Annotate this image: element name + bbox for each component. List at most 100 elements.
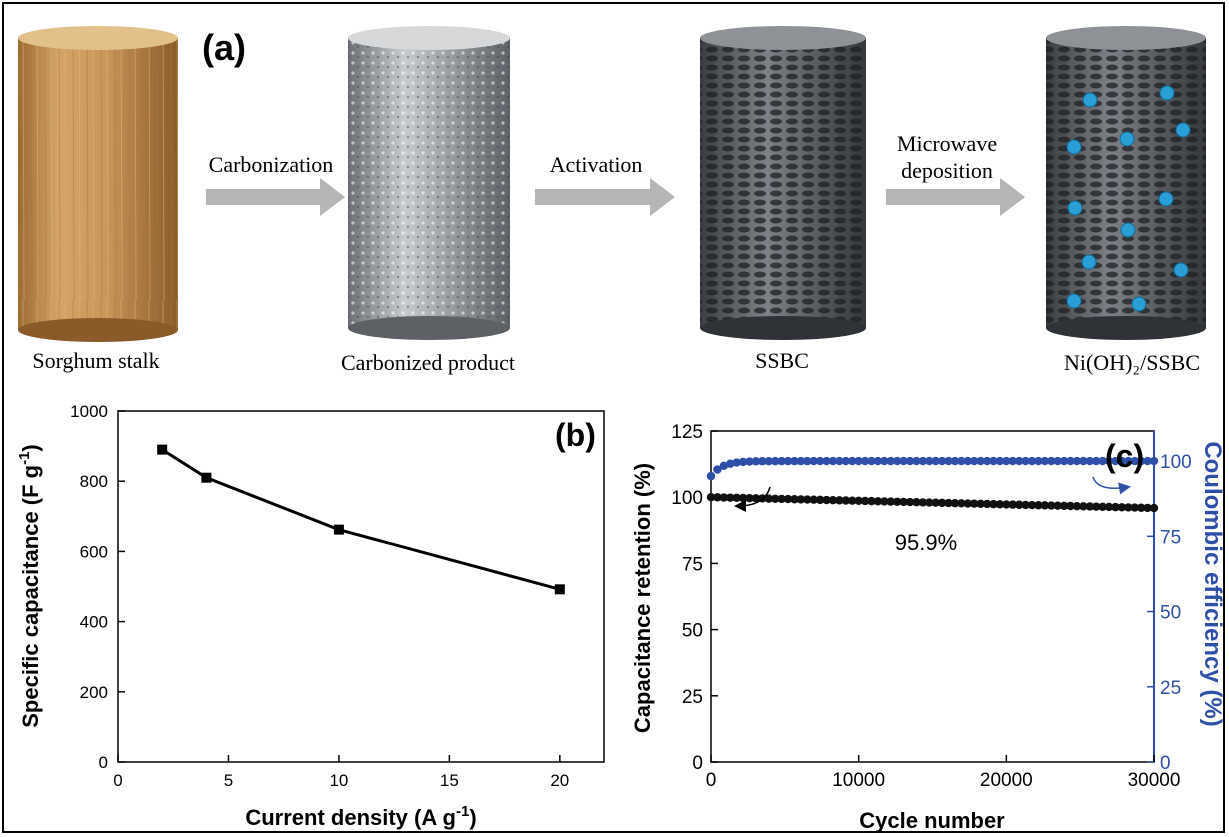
retention-data-point [1130, 503, 1139, 512]
efficiency-data-point [783, 456, 793, 466]
retention-data-point [918, 498, 928, 507]
efficiency-data-point [738, 457, 748, 467]
retention-data-point [1040, 501, 1050, 510]
chart-b-xtick-label: 10 [329, 771, 348, 790]
chart-b-data-point [554, 584, 565, 595]
efficiency-data-point [886, 456, 895, 466]
chart-b-ytick-label: 400 [80, 613, 108, 632]
retention-data-point [931, 498, 940, 507]
chart-c-annotation: 95.9% [895, 530, 957, 555]
efficiency-data-point [905, 456, 915, 466]
retention-data-point [713, 493, 722, 502]
arrow-2-label: Activation [550, 152, 643, 177]
stage-label-carbonized: Carbonized product [341, 350, 515, 375]
arrow-1 [206, 178, 345, 216]
efficiency-data-point [815, 456, 825, 466]
efficiency-data-point [912, 456, 921, 466]
retention-data-point [726, 493, 735, 502]
efficiency-data-point [867, 456, 876, 466]
efficiency-data-point [880, 456, 889, 466]
efficiency-data-point [989, 456, 998, 466]
efficiency-data-point [1021, 456, 1030, 466]
retention-data-point [751, 494, 761, 503]
efficiency-data-point [777, 456, 786, 466]
efficiency-data-point [726, 459, 735, 468]
chart-b-panel-label: (b) [555, 417, 596, 453]
efficiency-data-point [1136, 456, 1146, 466]
retention-data-point [944, 498, 953, 508]
efficiency-data-point [809, 456, 818, 466]
efficiency-data-point [918, 456, 928, 466]
chart-b-xtick-label: 5 [224, 771, 233, 790]
chart-c-ytick-right-label: 50 [1160, 603, 1181, 624]
sorghum-stalk-cylinder-icon [18, 26, 178, 342]
chart-b-ylabel: Specific capacitance (F g-1) [16, 444, 43, 728]
retention-data-point [950, 498, 960, 508]
efficiency-data-point [1111, 456, 1120, 466]
retention-data-point [880, 497, 889, 506]
chart-c-xlabel: Cycle number [859, 808, 1005, 833]
chart-c-ytick-label: 25 [682, 687, 703, 708]
chart-b-xtick-label: 0 [113, 771, 122, 790]
chart-b-xlabel: Current density (A g-1) [245, 803, 476, 830]
chart-c-xtick-label: 30000 [1128, 770, 1181, 791]
efficiency-data-point [1014, 456, 1024, 466]
chart-c-ytick-right-label: 0 [1160, 753, 1171, 774]
chart-b-ytick-label: 0 [99, 753, 108, 772]
efficiency-data-point [1047, 456, 1056, 466]
efficiency-data-point [796, 456, 806, 466]
efficiency-data-point [1079, 456, 1088, 466]
panel-a-label: (a) [202, 27, 246, 68]
chart-b-ytick-label: 800 [80, 472, 108, 491]
chart-c-xtick-label: 20000 [980, 770, 1033, 791]
retention-data-point [860, 496, 870, 506]
retention-data-point [1092, 502, 1101, 511]
retention-data-point [809, 495, 818, 504]
retention-data-point [1027, 500, 1037, 510]
efficiency-data-point [944, 456, 953, 466]
retention-data-point [963, 499, 973, 508]
efficiency-data-point [1130, 456, 1139, 466]
efficiency-data-point [841, 456, 851, 466]
retention-data-point [841, 496, 851, 505]
efficiency-data-point [828, 456, 838, 466]
efficiency-data-point [854, 456, 863, 466]
retention-data-point [822, 495, 831, 505]
retention-data-point [867, 496, 876, 506]
retention-data-point [790, 495, 799, 504]
efficiency-data-point [1040, 456, 1050, 466]
ni-ssbc-cylinder-icon [1046, 26, 1206, 340]
efficiency-data-point [1027, 456, 1037, 466]
arrow-1-label: Carbonization [209, 152, 334, 177]
retention-data-point [745, 493, 754, 503]
efficiency-data-point [1053, 456, 1062, 466]
efficiency-data-point [790, 456, 799, 466]
chart-b-series-line [161, 448, 561, 591]
retention-data-point [1136, 503, 1146, 512]
efficiency-data-point [925, 456, 934, 466]
retention-data-point [854, 496, 863, 506]
efficiency-data-point [745, 457, 754, 466]
retention-data-point [905, 497, 915, 507]
efficiency-data-point [1117, 456, 1127, 466]
retention-data-point [1124, 503, 1133, 512]
efficiency-data-point [995, 456, 1005, 466]
retention-data-point [848, 496, 857, 505]
retention-data-point [771, 494, 780, 503]
retention-data-point [1111, 502, 1120, 512]
retention-data-point [719, 493, 729, 502]
chart-b-plot-frame [117, 410, 605, 763]
chart-c-ytick-right-label: 100 [1160, 452, 1192, 473]
retention-data-point [1098, 502, 1107, 511]
retention-data-point [1053, 501, 1062, 510]
retention-data-point [777, 494, 786, 504]
panel-a: (a) [18, 26, 1206, 375]
retention-data-point [1047, 501, 1056, 510]
retention-data-point [1002, 500, 1011, 509]
efficiency-data-point [1124, 456, 1133, 466]
efficiency-data-point [1034, 456, 1043, 466]
efficiency-data-point [976, 456, 985, 466]
chart-b-ytick-label: 200 [80, 683, 108, 702]
